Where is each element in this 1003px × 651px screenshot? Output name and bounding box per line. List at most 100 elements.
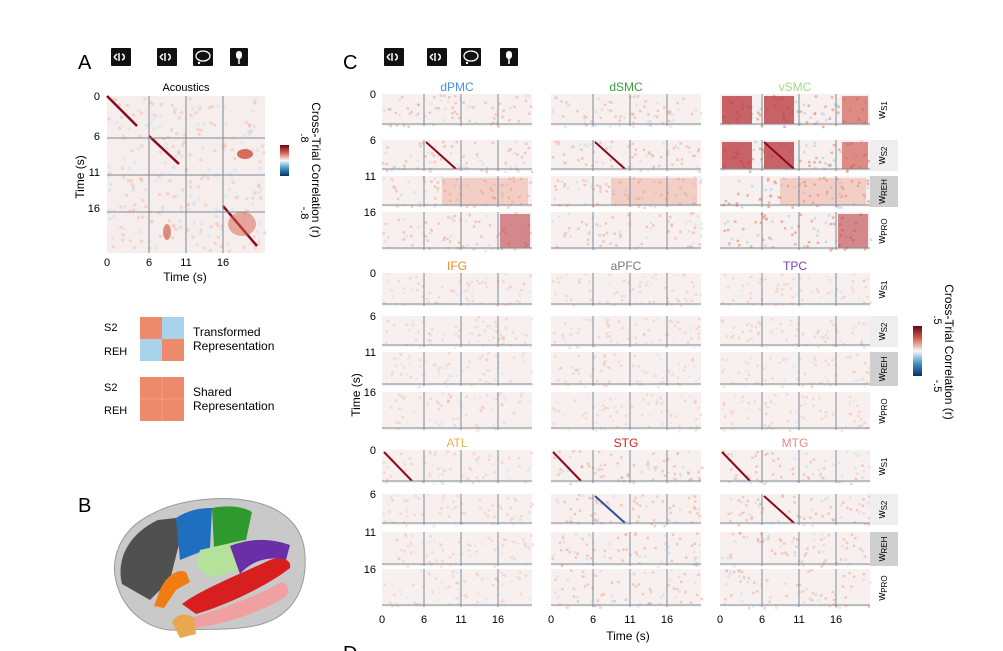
speaker-listen-icon <box>427 48 447 66</box>
panel-letter-d: D <box>343 643 357 651</box>
region-matrix-dsmc <box>551 94 703 251</box>
tick-y-6: 6 <box>370 311 376 323</box>
tick-x-16: 16 <box>217 257 229 269</box>
side-label-reh: wREH <box>876 356 889 382</box>
speaker-listen-icon <box>157 48 177 66</box>
tick-x-0: 0 <box>379 614 385 626</box>
side-label-s2: wS2 <box>876 500 889 519</box>
region-matrix-mtg <box>720 450 873 610</box>
legend-shared-label2: Representation <box>193 399 274 413</box>
microphone-icon <box>230 48 248 66</box>
legend-shared-row1: S2 <box>104 382 117 394</box>
region-title-apfc: aPFC <box>611 259 642 273</box>
tick-x-11: 11 <box>180 257 191 269</box>
tick-x-11: 11 <box>624 614 635 626</box>
legend-transformed-label2: Representation <box>193 339 274 353</box>
acoustics-title: Acoustics <box>162 82 210 94</box>
colorbar-a <box>280 145 289 176</box>
legend-cell <box>162 317 184 339</box>
tick-y-11: 11 <box>365 171 376 183</box>
side-label-pro: wPRO <box>876 575 889 601</box>
tick-x-16: 16 <box>492 614 504 626</box>
tick-x-11: 11 <box>455 614 466 626</box>
region-matrix-apfc <box>551 273 703 433</box>
side-label-reh: wREH <box>876 179 889 205</box>
tick-y-6: 6 <box>370 135 376 147</box>
speaker-listen-icon <box>384 48 404 66</box>
tick-x-0: 0 <box>104 257 110 269</box>
side-label-s1: wS1 <box>876 457 889 476</box>
side-label-pro: wPRO <box>876 218 889 244</box>
legend-transformed-label1: Transformed <box>193 325 261 339</box>
tick-y-16: 16 <box>364 564 376 576</box>
region-matrix-grid: dPMC 0 6 11 16 dSMC vSMC wS1 wS2 wREH wPRO IFG 0 6 11 1… <box>364 80 898 626</box>
tick-y-0: 0 <box>94 91 100 103</box>
tick-x-11: 11 <box>793 614 804 626</box>
tick-y-16: 16 <box>364 387 376 399</box>
region-matrix-ifg <box>382 273 535 433</box>
panel-letter-c: C <box>343 52 357 74</box>
tick-x-6: 6 <box>421 614 427 626</box>
acoustics-matrix <box>106 95 267 253</box>
region-title-stg: STG <box>614 436 639 450</box>
thought-bubble-icon <box>461 48 481 66</box>
region-title-dsmc: dSMC <box>609 80 643 94</box>
colorbar-c-label: Cross-Trial Correlation (r) <box>942 284 956 420</box>
legend-cell <box>162 339 184 361</box>
legend-cell <box>140 317 162 339</box>
legend-shared-row2: REH <box>104 405 127 417</box>
tick-y-11: 11 <box>89 167 100 179</box>
speaker-listen-icon <box>111 48 131 66</box>
tick-y-0: 0 <box>370 445 376 457</box>
colorbar-c-max: .5 <box>931 315 943 324</box>
tick-x-0: 0 <box>548 614 554 626</box>
side-label-s1: wS1 <box>876 101 889 120</box>
region-matrix-tpc <box>720 273 873 432</box>
tick-y-16: 16 <box>364 207 376 219</box>
tick-y-0: 0 <box>370 89 376 101</box>
side-label-s2: wS2 <box>876 322 889 341</box>
region-title-atl: ATL <box>446 436 467 450</box>
legend-transformed-row1: S2 <box>104 322 117 334</box>
tick-x-16: 16 <box>661 614 673 626</box>
brain-illustration <box>114 498 306 638</box>
tick-x-0: 0 <box>717 614 723 626</box>
thought-bubble-icon <box>193 48 213 66</box>
tick-x-6: 6 <box>590 614 596 626</box>
tick-y-0: 0 <box>370 268 376 280</box>
side-label-pro: wPRO <box>876 398 889 424</box>
region-title-tpc: TPC <box>783 259 807 273</box>
tick-x-6: 6 <box>146 257 152 269</box>
region-title-ifg: IFG <box>447 259 467 273</box>
region-matrix-vsmc <box>720 94 873 252</box>
region-matrix-stg <box>551 450 704 609</box>
side-label-reh: wREH <box>876 536 889 562</box>
legend-shared-label1: Shared <box>193 385 232 399</box>
tick-x-16: 16 <box>830 614 842 626</box>
side-label-s1: wS1 <box>876 280 889 299</box>
tick-y-6: 6 <box>94 131 100 143</box>
tick-y-6: 6 <box>370 489 376 501</box>
colorbar-c <box>913 326 922 376</box>
tick-y-11: 11 <box>365 527 376 539</box>
microphone-icon <box>500 48 518 66</box>
region-matrix-atl <box>382 450 535 608</box>
panel-c-ylabel: Time (s) <box>349 373 363 417</box>
tick-y-16: 16 <box>88 203 100 215</box>
legend-cell <box>140 339 162 361</box>
panel-letter-b: B <box>78 495 91 517</box>
side-label-s2: wS2 <box>876 146 889 165</box>
colorbar-a-label: Cross-Trial Correlation (r) <box>309 102 323 238</box>
acoustics-xlabel: Time (s) <box>163 270 207 284</box>
region-title-vsmc: vSMC <box>779 80 812 94</box>
colorbar-a-max: .8 <box>298 133 310 142</box>
colorbar-a-min: -.8 <box>298 207 310 220</box>
region-title-dpmc: dPMC <box>440 80 474 94</box>
colorbar-c-min: -.5 <box>931 380 943 393</box>
region-matrix-dpmc <box>382 94 534 253</box>
legend-transformed-row2: REH <box>104 346 127 358</box>
tick-y-11: 11 <box>365 347 376 359</box>
region-title-mtg: MTG <box>782 436 809 450</box>
panel-letter-a: A <box>78 52 92 74</box>
